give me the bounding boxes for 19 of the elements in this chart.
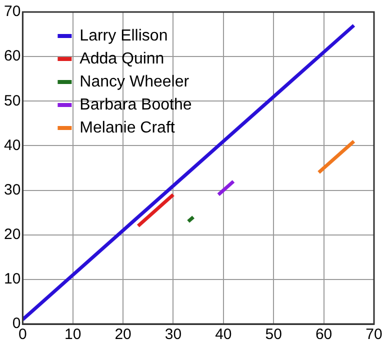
y-tick-label: 70: [4, 3, 21, 20]
x-tick-label: 10: [64, 326, 82, 344]
legend-label: Nancy Wheeler: [80, 73, 190, 90]
x-tick-label: 20: [114, 326, 132, 344]
y-tick-label: 10: [4, 270, 21, 288]
y-tick-label: 40: [4, 136, 21, 154]
legend-label: Adda Quinn: [80, 50, 164, 68]
y-tick-label: 30: [4, 181, 21, 198]
x-tick-label: 40: [215, 326, 232, 344]
legend-label: Melanie Craft: [80, 119, 176, 136]
x-tick-label: 70: [366, 326, 382, 344]
x-tick-label: 30: [164, 326, 182, 344]
x-tick-label: 60: [315, 326, 332, 344]
y-tick-label: 20: [4, 226, 21, 243]
legend-label: Barbara Boothe: [80, 96, 192, 114]
y-tick-label: 60: [4, 48, 21, 65]
x-tick-label: 50: [265, 326, 282, 344]
y-tick-label: 50: [4, 92, 21, 110]
legend-label: Larry Ellison: [80, 27, 168, 44]
